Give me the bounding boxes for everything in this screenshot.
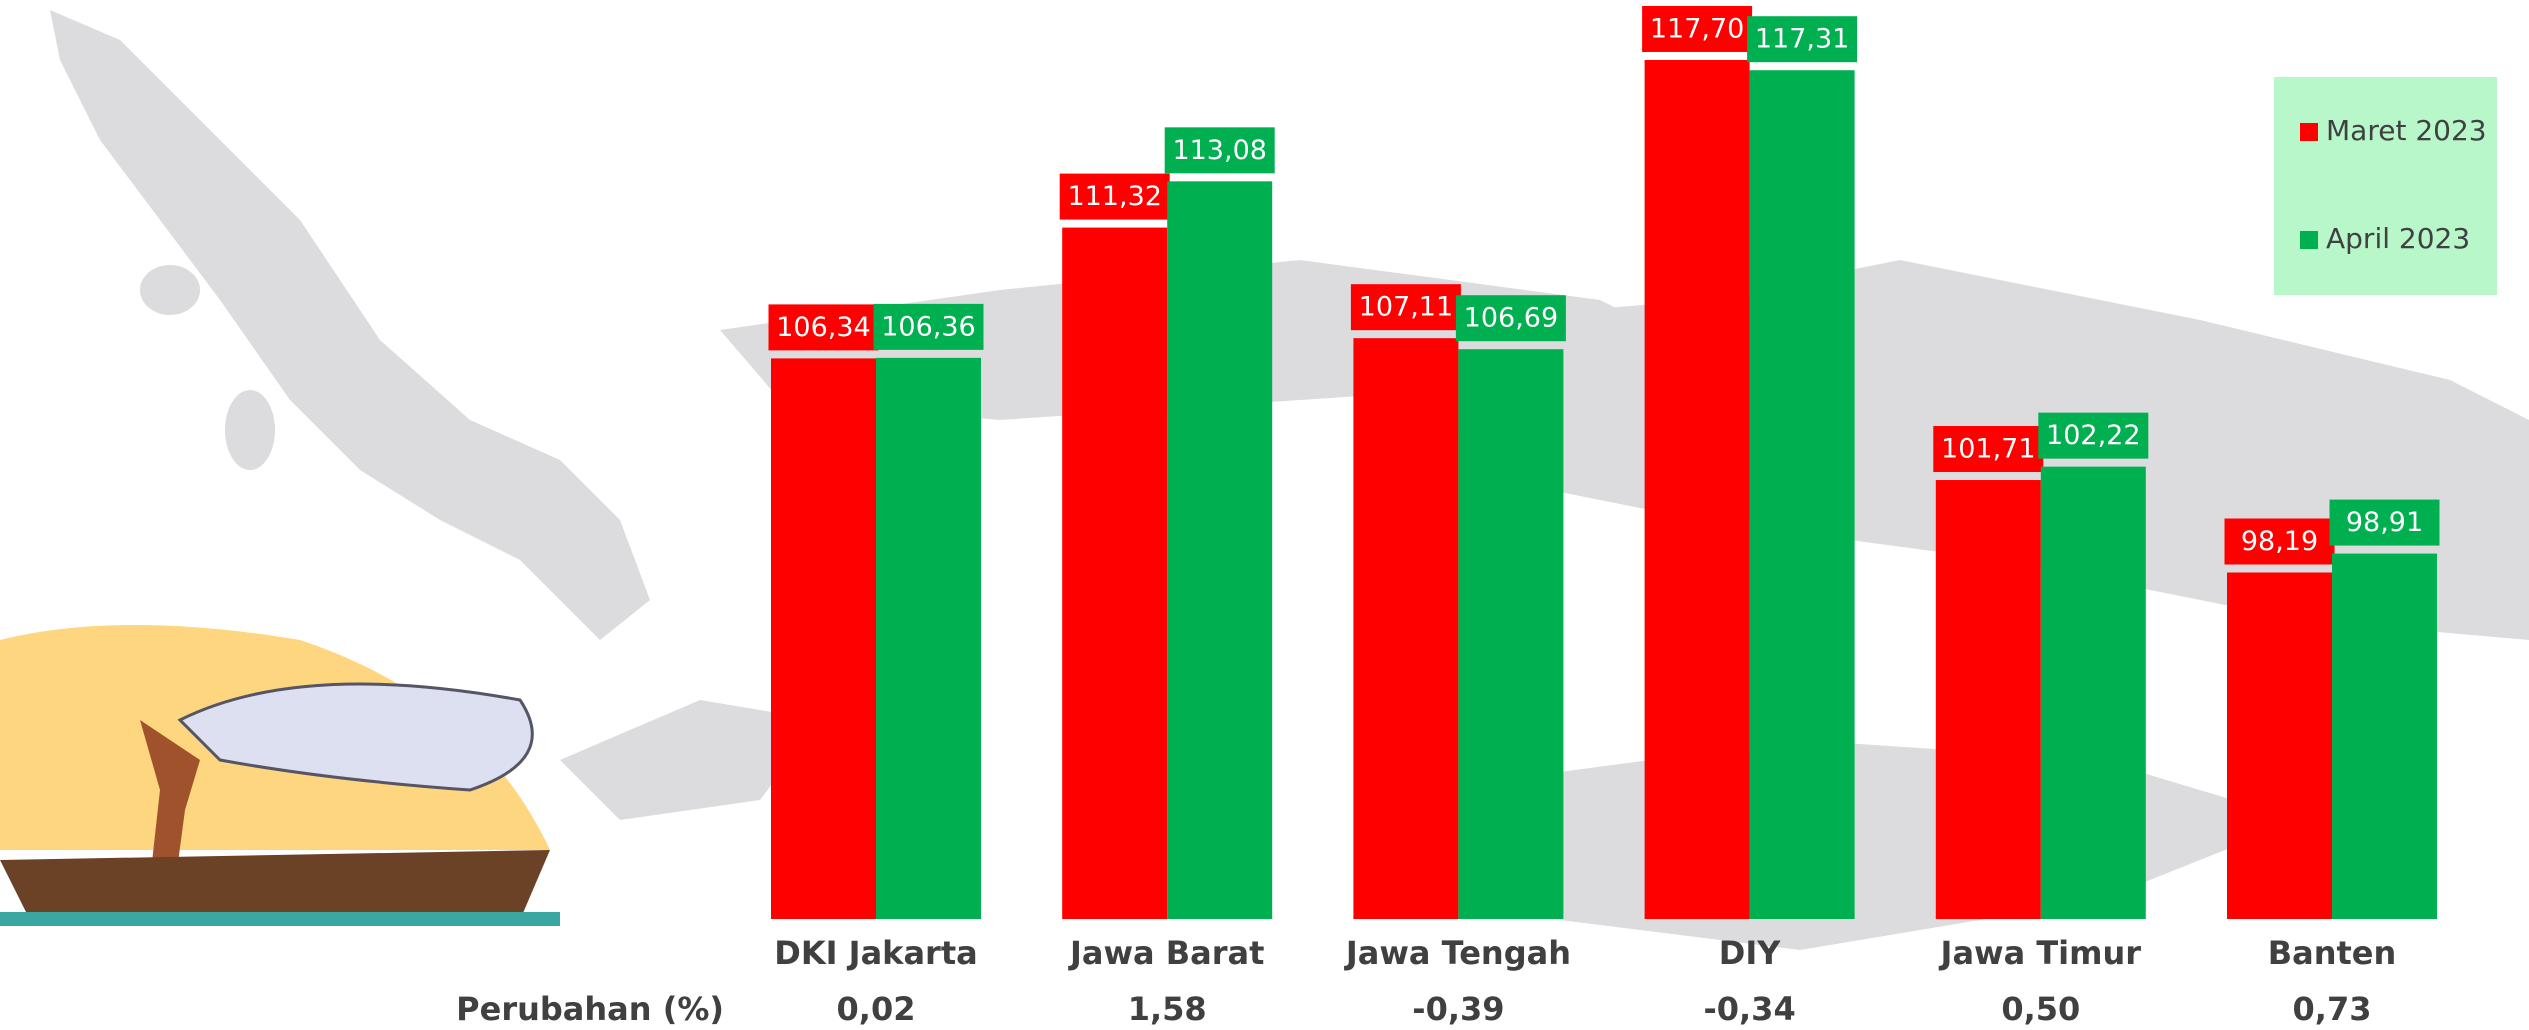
legend-box — [2274, 77, 2497, 295]
value-label-box — [1747, 16, 1858, 63]
x-tick-label: Jawa Barat — [1068, 934, 1264, 972]
bar — [1353, 338, 1459, 919]
bar — [1167, 181, 1273, 920]
bar — [1458, 349, 1564, 919]
value-label: 117,70 — [1650, 13, 1744, 44]
value-label-box — [2329, 499, 2440, 546]
value-label-box — [1164, 127, 1275, 174]
bar — [2040, 466, 2146, 919]
value-label: 113,08 — [1172, 135, 1266, 166]
value-label-box — [873, 303, 984, 350]
value-label: 98,19 — [2241, 526, 2318, 557]
x-tick-label: Banten — [2268, 934, 2397, 972]
fisherman-illustration — [0, 625, 560, 926]
value-label: 102,22 — [2046, 420, 2140, 451]
value-label: 106,34 — [776, 312, 870, 343]
value-label-box — [768, 304, 879, 351]
change-value: 0,73 — [2293, 990, 2372, 1028]
value-label: 106,36 — [881, 311, 975, 342]
legend-label: April 2023 — [2326, 222, 2470, 255]
value-label: 101,71 — [1941, 434, 2035, 465]
bar — [2227, 572, 2332, 919]
value-label: 107,11 — [1359, 292, 1453, 323]
change-value: -0,34 — [1703, 990, 1795, 1028]
bar — [876, 357, 981, 919]
value-label-box — [2224, 518, 2335, 565]
x-tick-label: DIY — [1719, 934, 1781, 972]
x-tick-label: Jawa Timur — [1939, 934, 2142, 972]
value-label: 106,69 — [1464, 303, 1558, 334]
bar — [1749, 70, 1855, 919]
value-label-box — [1455, 295, 1566, 342]
value-label-box — [1933, 426, 2044, 473]
change-value: 1,58 — [1128, 990, 1207, 1028]
bar — [1644, 59, 1750, 919]
value-label-box — [1350, 284, 1461, 331]
value-label-box — [1059, 173, 1170, 220]
value-label: 98,91 — [2346, 507, 2423, 538]
change-value: -0,39 — [1412, 990, 1504, 1028]
bar — [1935, 480, 2041, 919]
value-label-box — [1642, 5, 1753, 52]
change-row-label: Perubahan (%) — [456, 990, 724, 1028]
x-tick-label: Jawa Tengah — [1344, 934, 1571, 972]
legend-swatch — [2300, 123, 2318, 141]
value-label-box — [2038, 412, 2149, 459]
legend-label: Maret 2023 — [2326, 114, 2487, 147]
legend-swatch — [2300, 231, 2318, 249]
value-label: 111,32 — [1067, 181, 1161, 212]
x-tick-label: DKI Jakarta — [774, 934, 977, 972]
bar — [771, 358, 876, 919]
bar — [1062, 227, 1168, 919]
bar — [2332, 553, 2437, 919]
change-value: 0,50 — [2001, 990, 2080, 1028]
value-label: 117,31 — [1755, 24, 1849, 55]
change-value: 0,02 — [837, 990, 916, 1028]
